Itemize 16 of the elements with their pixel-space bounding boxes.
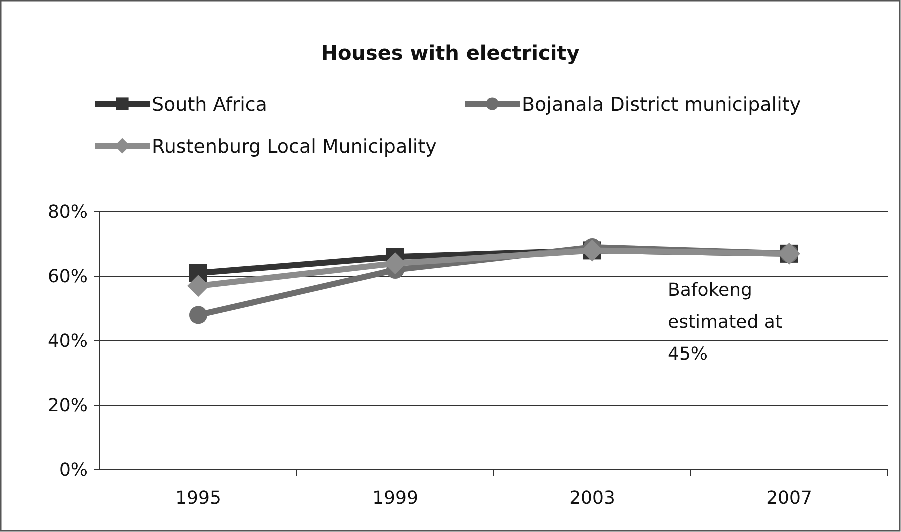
x-tick-label: 2003 [570,488,616,509]
x-tick-label: 1995 [176,488,222,509]
point [188,275,210,298]
point [190,306,208,324]
y-tick-label: 80% [48,202,88,223]
y-tick-label: 20% [48,396,88,416]
annotation: Bafokeng estimated at 45% [668,280,782,365]
y-tick-label: 60% [48,266,88,288]
legend-label: Bojanala District municipality [522,94,802,116]
chart-title: Houses with electricity [321,41,580,65]
y-tick-label: 0% [59,460,88,481]
legend-label: Rustenburg Local Municipality [152,136,437,158]
x-tick-label: 2007 [766,488,812,509]
legend-label: South Africa [152,94,268,116]
x-tick-label: 1999 [372,488,418,509]
y-tick-label: 40% [48,331,88,352]
